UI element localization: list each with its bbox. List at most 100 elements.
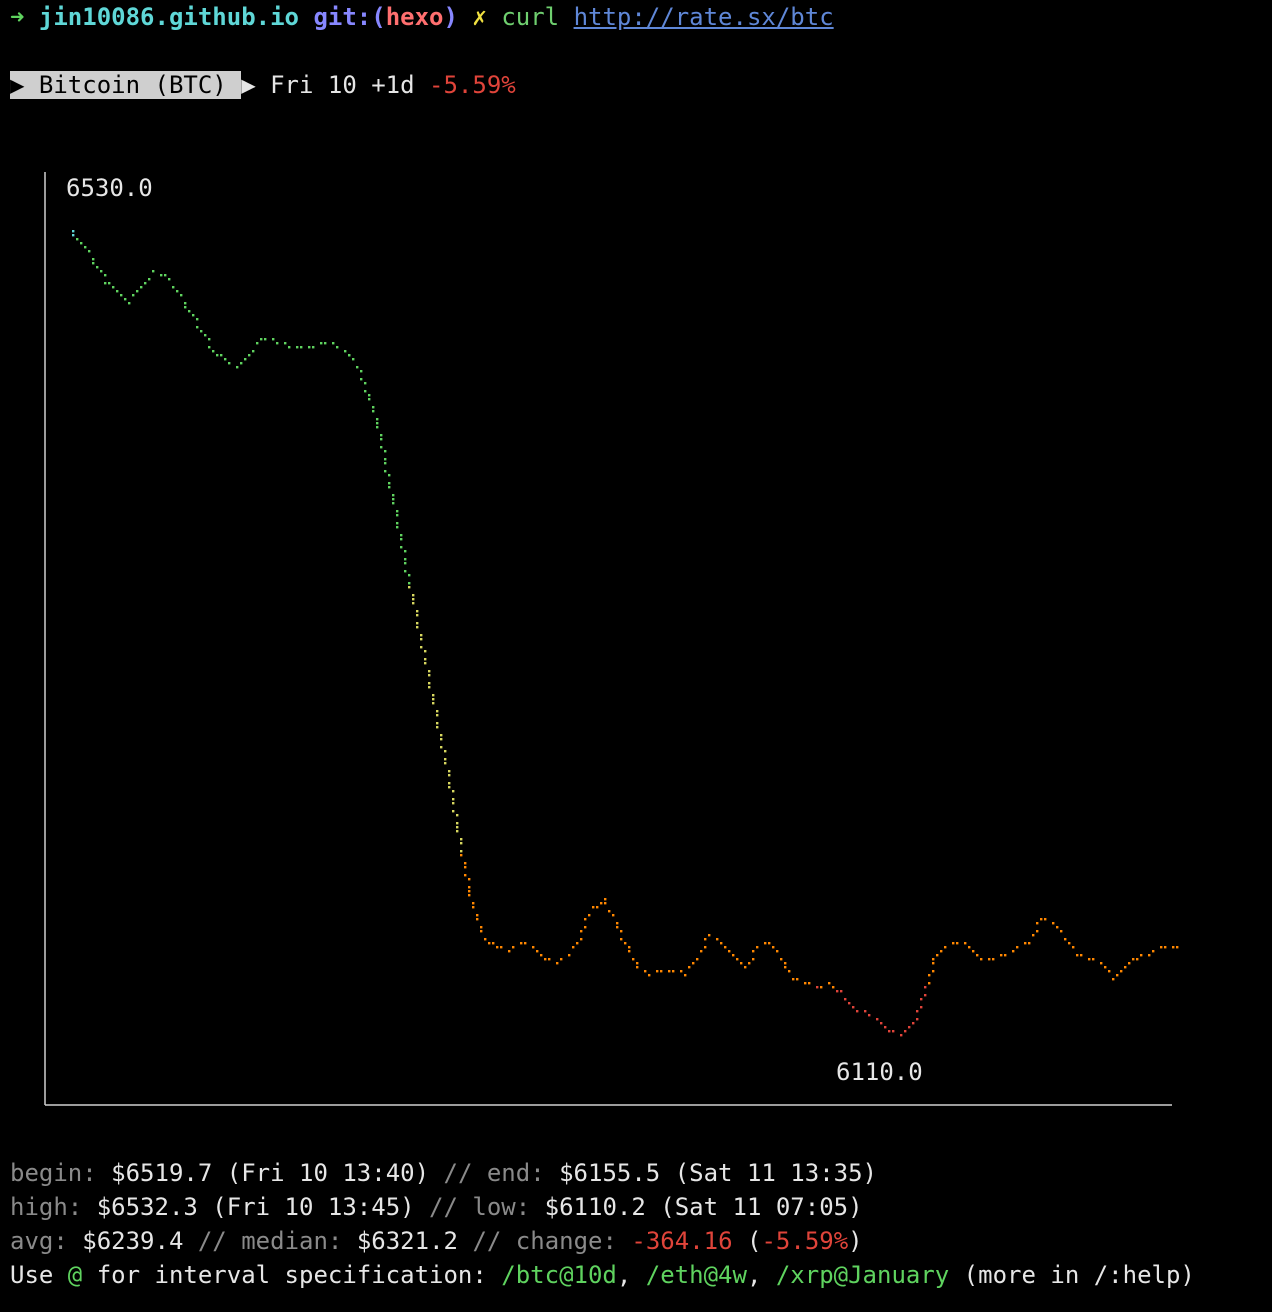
separator-arrow-icon: ▶ [241, 71, 256, 99]
series-dot-45 [236, 366, 239, 369]
series-dot-73 [364, 390, 367, 393]
series-dot-185 [576, 942, 579, 945]
series-dot-12 [108, 282, 111, 285]
series-dot-5 [88, 250, 91, 253]
series-dot-114 [416, 626, 419, 629]
series-dot-137 [444, 762, 447, 765]
series-dot-309 [1080, 954, 1083, 957]
series-dot-292 [1004, 954, 1007, 957]
series-dot-10 [104, 274, 107, 277]
series-dot-204 [628, 950, 631, 953]
series-dot-241 [784, 966, 787, 969]
series-dot-9 [100, 270, 103, 273]
series-dot-191 [592, 906, 595, 909]
stats-begin-end: begin: $6519.7 (Fri 10 13:40) // end: $6… [10, 1156, 877, 1190]
series-dot-47 [244, 358, 247, 361]
series-dot-104 [404, 570, 407, 573]
prompt-command: curl [501, 3, 560, 31]
median-label: median: [241, 1227, 343, 1255]
begin-value: $6519.7 (Fri 10 13:40) [111, 1159, 430, 1187]
series-dot-177 [536, 950, 539, 953]
series-dot-295 [1024, 942, 1027, 945]
series-dot-167 [484, 938, 487, 941]
series-dot-149 [456, 830, 459, 833]
series-dot-119 [424, 658, 427, 661]
series-dot-257 [864, 1010, 867, 1013]
series-dot-78 [376, 418, 379, 421]
series-dot-172 [508, 950, 511, 953]
series-dot-227 [732, 954, 735, 957]
series-dot-110 [412, 602, 415, 605]
series-dot-181 [556, 962, 559, 965]
series-dot-81 [380, 434, 383, 437]
series-dot-252 [840, 990, 843, 993]
example-btc-link[interactable]: /btc@10d [501, 1261, 617, 1289]
series-dot-42 [220, 354, 223, 357]
series-dot-48 [248, 354, 251, 357]
series-dot-133 [440, 738, 443, 741]
example-eth-link[interactable]: /eth@4w [645, 1261, 747, 1289]
help-prefix: Use [10, 1261, 68, 1289]
series-dot-103 [404, 562, 407, 565]
series-dot-322 [1140, 954, 1143, 957]
series-dot-283 [956, 942, 959, 945]
series-dot-249 [828, 982, 831, 985]
series-dot-302 [1052, 922, 1055, 925]
series-dot-91 [392, 494, 395, 497]
series-dot-285 [968, 946, 971, 949]
series-dot-208 [644, 970, 647, 973]
series-dot-321 [1136, 958, 1139, 961]
prompt-line: ➜ jin10086.github.io git:(hexo) ✗ curl h… [10, 0, 834, 34]
series-dot-138 [448, 770, 451, 773]
series-dot-109 [412, 598, 415, 601]
series-dot-174 [520, 942, 523, 945]
series-dot-275 [928, 974, 931, 977]
series-dot-92 [392, 498, 395, 501]
series-dot-320 [1132, 958, 1135, 961]
series-dot-63 [332, 342, 335, 345]
series-dot-271 [920, 998, 923, 1001]
series-dot-276 [932, 970, 935, 973]
series-dot-304 [1060, 930, 1063, 933]
series-dot-190 [588, 914, 591, 917]
series-dot-68 [352, 358, 355, 361]
series-dot-206 [636, 962, 639, 965]
series-dot-134 [440, 746, 443, 749]
stats-high-low: high: $6532.3 (Fri 10 13:45) // low: $61… [10, 1190, 863, 1224]
series-dot-280 [940, 950, 943, 953]
series-dot-135 [444, 750, 447, 753]
series-dot-230 [744, 966, 747, 969]
max-value-label: 6530.0 [66, 174, 153, 202]
series-dot-141 [448, 786, 451, 789]
series-dot-32 [188, 310, 191, 313]
series-dot-129 [436, 714, 439, 717]
series-dot-139 [448, 774, 451, 777]
prompt-url-link[interactable]: http://rate.sx/btc [573, 3, 834, 31]
series-dot-39 [208, 346, 211, 349]
end-value: $6155.5 (Sat 11 13:35) [559, 1159, 877, 1187]
separator-4: // [472, 1227, 502, 1255]
end-label: end: [486, 1159, 545, 1187]
series-dot-111 [416, 610, 419, 613]
series-dot-202 [624, 942, 627, 945]
series-dot-57 [296, 346, 299, 349]
series-dot-51 [260, 338, 263, 341]
series-dot-312 [1100, 962, 1103, 965]
series-dot-1 [72, 234, 75, 237]
series-dot-264 [900, 1034, 903, 1037]
series-dot-301 [1044, 918, 1047, 921]
series-dot-315 [1112, 978, 1115, 981]
series-dot-256 [856, 1010, 859, 1013]
series-dot-98 [400, 534, 403, 537]
series-dot-136 [444, 758, 447, 761]
series-dot-272 [924, 994, 927, 997]
series-dot-244 [796, 978, 799, 981]
series-dot-147 [456, 822, 459, 825]
series-dot-53 [272, 338, 275, 341]
series-dot-107 [408, 586, 411, 589]
help-suffix: (more in /:help) [949, 1261, 1195, 1289]
series-dot-7 [92, 262, 95, 265]
series-dot-196 [608, 910, 611, 913]
example-xrp-link[interactable]: /xrp@January [775, 1261, 950, 1289]
series-dot-116 [420, 638, 423, 641]
